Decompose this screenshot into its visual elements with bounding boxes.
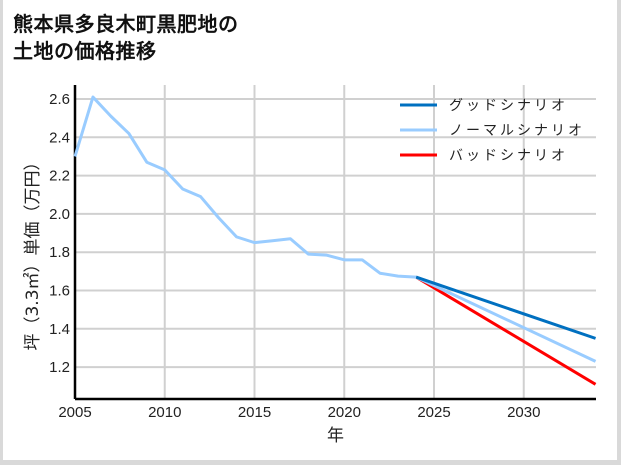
y-axis-label: 坪（3.3㎡）単価（万円） xyxy=(23,153,43,350)
y-tick-label: 2.4 xyxy=(49,129,70,146)
y-tick-label: 1.2 xyxy=(49,359,70,376)
y-tick-label: 2.0 xyxy=(49,206,70,223)
x-axis-label: 年 xyxy=(327,426,344,446)
x-tick-label: 2025 xyxy=(417,404,450,421)
chart-title: 熊本県多良木町黒肥地の 土地の価格推移 xyxy=(13,11,239,65)
series-line xyxy=(415,275,597,386)
legend-label: バッドシナリオ xyxy=(449,148,568,164)
x-tick-label: 2005 xyxy=(58,404,91,421)
series-line xyxy=(415,275,597,340)
chart-frame xyxy=(3,0,617,460)
y-tick-label: 2.6 xyxy=(49,91,70,108)
x-tick-label: 2010 xyxy=(148,404,181,421)
y-tick-label: 1.4 xyxy=(49,321,70,338)
series-line xyxy=(415,275,597,363)
chart-title-line1: 熊本県多良木町黒肥地の xyxy=(13,12,239,36)
historical-line xyxy=(73,95,417,279)
y-tick-label: 2.2 xyxy=(49,168,70,185)
y-tick-label: 1.6 xyxy=(49,283,70,300)
x-tick-label: 2030 xyxy=(507,404,540,421)
x-tick-label: 2020 xyxy=(328,404,361,421)
legend-label: ノーマルシナリオ xyxy=(449,123,585,139)
legend-label: グッドシナリオ xyxy=(449,98,568,114)
chart-title-line2: 土地の価格推移 xyxy=(13,39,157,63)
y-tick-label: 1.8 xyxy=(49,244,70,261)
x-tick-label: 2015 xyxy=(238,404,271,421)
